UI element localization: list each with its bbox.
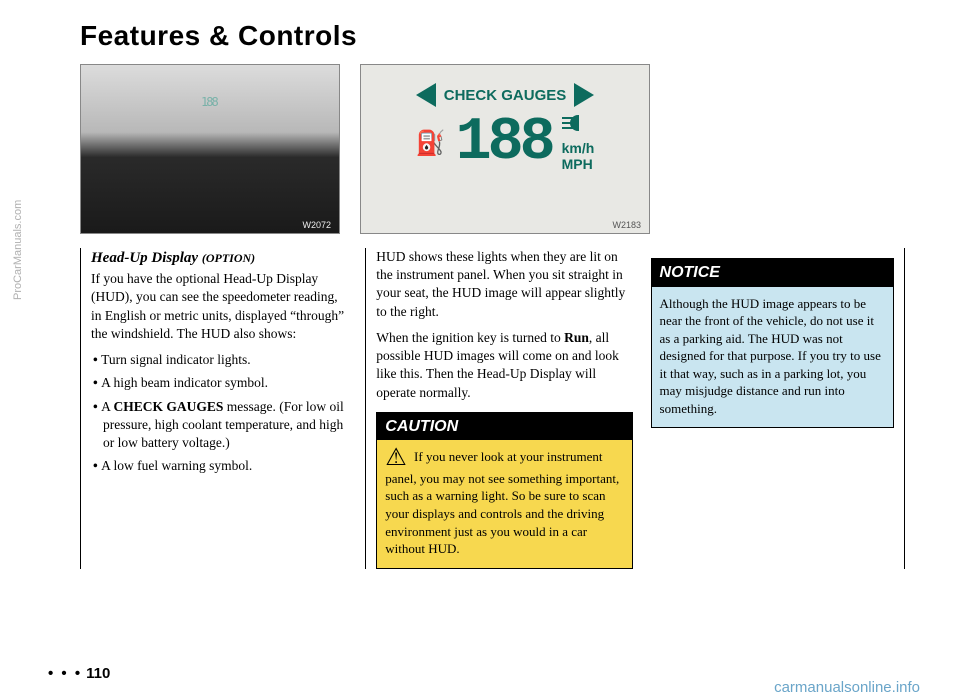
list-item: A high beam indicator symbol. <box>93 374 347 392</box>
option-tag: (OPTION) <box>202 251 255 265</box>
list-item: A CHECK GAUGES message. (For low oil pre… <box>93 398 347 453</box>
intro-paragraph: If you have the optional Head-Up Display… <box>91 270 347 343</box>
caution-title: CAUTION <box>377 413 631 441</box>
mid-paragraph-2: When the ignition key is turned to Run, … <box>376 329 632 402</box>
unit-kmh: km/h <box>562 140 595 156</box>
list-item: Turn signal indicator lights. <box>93 351 347 369</box>
caution-box: CAUTION ⚠ If you never look at your inst… <box>376 412 632 569</box>
unit-mph: MPH <box>562 156 593 172</box>
diagram-code: W2183 <box>612 220 641 230</box>
photo-code: W2072 <box>302 220 331 230</box>
left-turn-arrow-icon <box>416 83 436 107</box>
footer-url: carmanualsonline.info <box>774 679 920 696</box>
images-row: 188 W2072 CHECK GAUGES ⛽ 188 km/h MPH W2… <box>80 64 905 234</box>
side-watermark: ProCarManuals.com <box>12 200 24 300</box>
hud-photo: 188 W2072 <box>80 64 340 234</box>
mid-paragraph-1: HUD shows these lights when they are lit… <box>376 248 632 321</box>
fuel-pump-icon: ⛽ <box>416 129 446 158</box>
high-beam-icon <box>562 114 588 138</box>
page-number: • • •110 <box>48 665 110 682</box>
check-gauges-label: CHECK GAUGES <box>444 87 567 104</box>
section-heading: Head-Up Display <box>91 250 198 266</box>
hud-ghost-reading: 188 <box>201 95 217 109</box>
column-middle: HUD shows these lights when they are lit… <box>365 248 632 569</box>
right-turn-arrow-icon <box>574 83 594 107</box>
warning-triangle-icon: ⚠ <box>385 448 407 470</box>
list-item: A low fuel warning symbol. <box>93 457 347 475</box>
notice-title: NOTICE <box>652 259 893 287</box>
column-right: NOTICE Although the HUD image appears to… <box>651 248 905 569</box>
notice-body: Although the HUD image appears to be nea… <box>652 287 893 428</box>
feature-list: Turn signal indicator lights. A high bea… <box>91 351 347 475</box>
page-title: Features & Controls <box>80 20 905 52</box>
body-columns: Head-Up Display (OPTION) If you have the… <box>80 248 905 569</box>
notice-box: NOTICE Although the HUD image appears to… <box>651 258 894 428</box>
hud-speed-value: 188 <box>456 113 552 173</box>
hud-diagram: CHECK GAUGES ⛽ 188 km/h MPH W2183 <box>360 64 650 234</box>
column-left: Head-Up Display (OPTION) If you have the… <box>80 248 347 569</box>
caution-body: If you never look at your instrument pan… <box>385 449 619 556</box>
